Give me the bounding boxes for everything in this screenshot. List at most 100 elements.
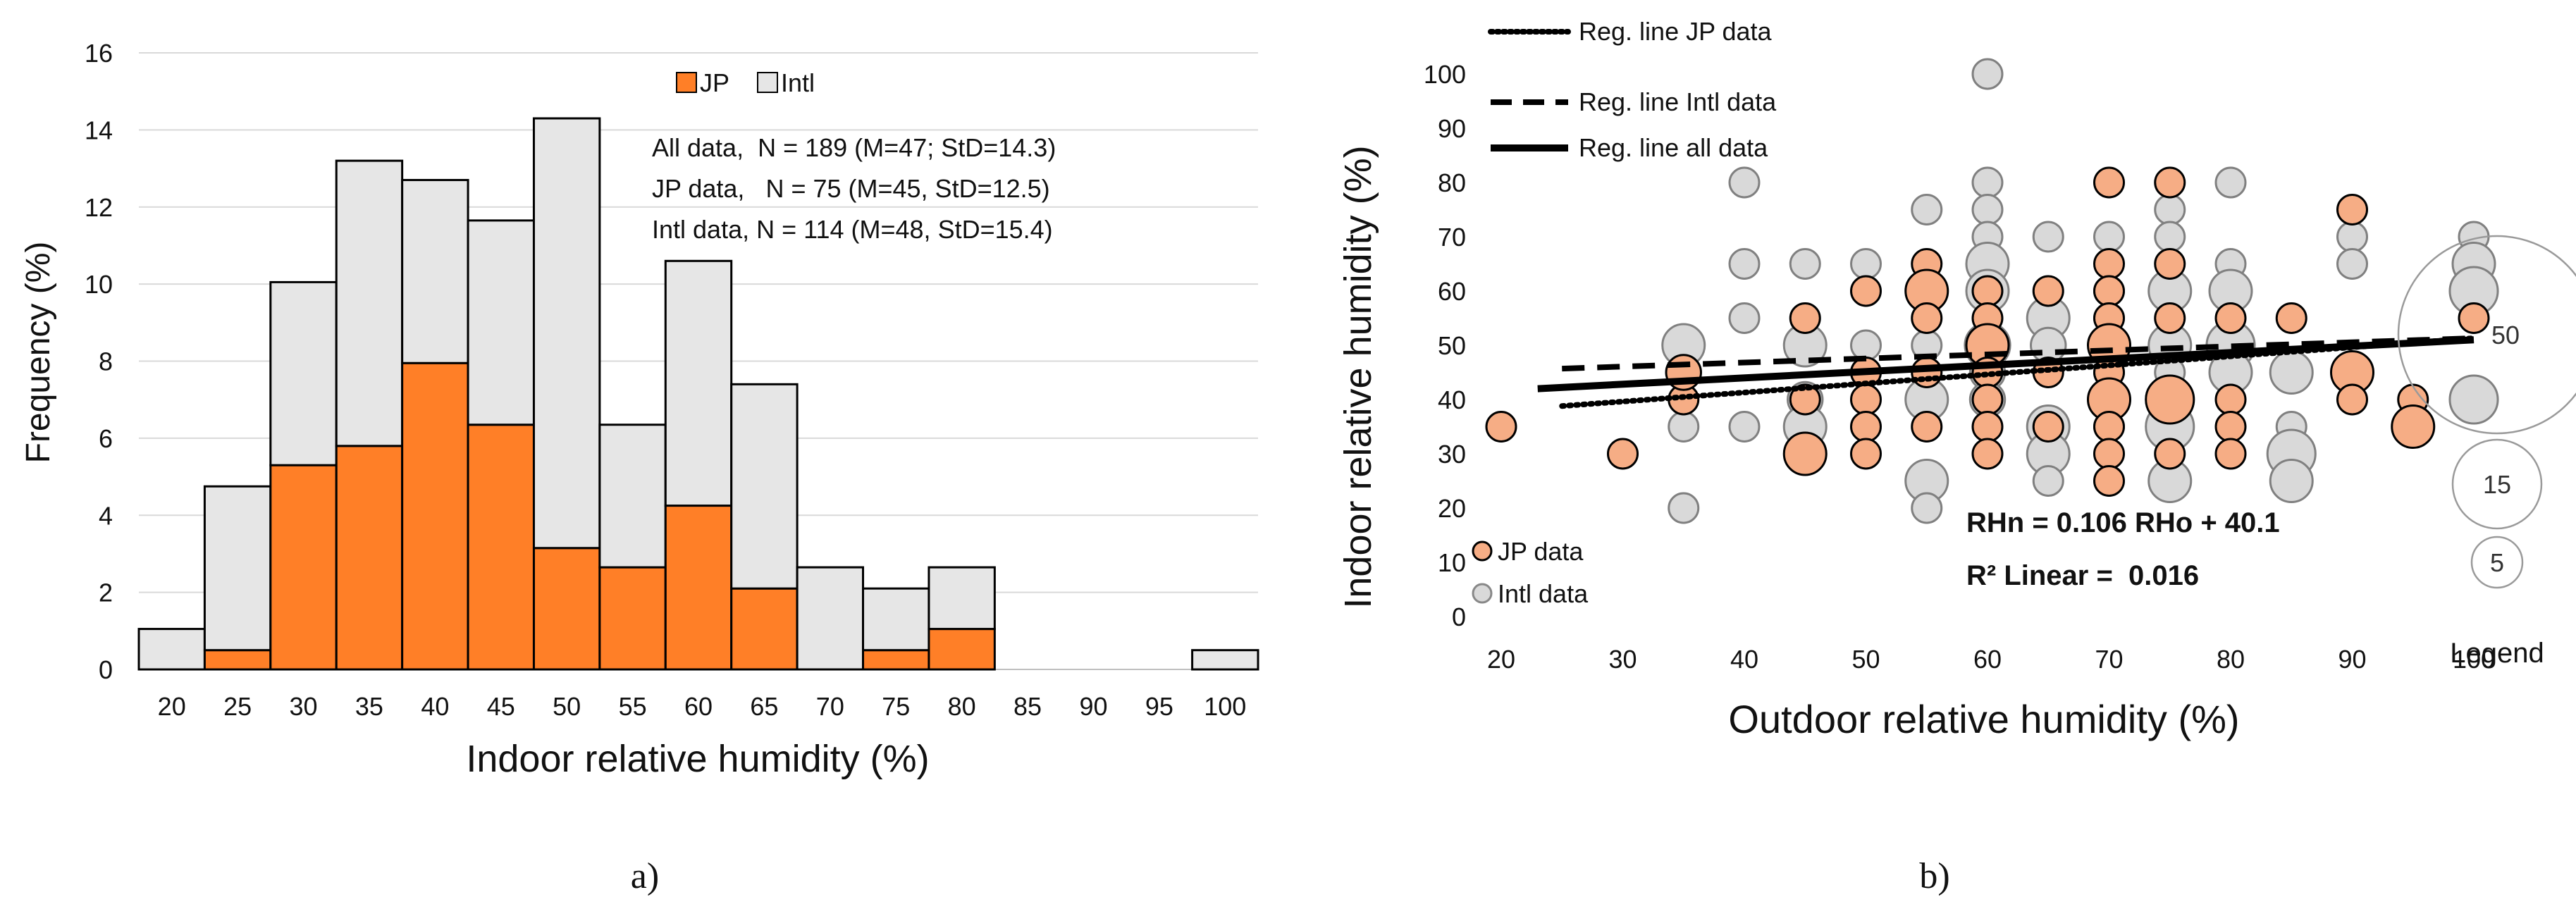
y-tick-label: 2 (99, 579, 113, 607)
point-jp (2154, 438, 2186, 470)
bar-jp-35 (335, 445, 404, 671)
x-tick-label: 60 (1973, 645, 2002, 674)
x-tick-label: 30 (1608, 645, 1637, 674)
legend-label-reg-intl: Reg. line Intl data (1579, 87, 1777, 116)
histogram-legend: JP Intl (676, 68, 815, 97)
scatter-y-axis-title: Indoor relative humidity (%) (1337, 145, 1379, 608)
point-intl (2154, 194, 2186, 225)
y-tick-label: 8 (99, 347, 113, 376)
bar-intl-40 (401, 178, 469, 364)
legend-label-intl-data: Intl data (1498, 579, 1589, 608)
x-tick-label: 80 (2217, 645, 2245, 674)
bar-jp-30 (269, 464, 338, 671)
point-jp (1971, 383, 2004, 416)
point-jp (2154, 302, 2186, 334)
size-legend-title: Legend (2450, 638, 2544, 669)
x-tick-label: 80 (948, 692, 976, 721)
x-tick-label: 100 (2453, 645, 2495, 674)
point-jp (1850, 383, 1882, 416)
point-jp (2032, 411, 2064, 443)
point-jp (2336, 383, 2368, 416)
point-intl (1728, 166, 1761, 199)
point-jp (2093, 248, 2125, 280)
size-legend-label-50: 50 (2491, 321, 2520, 350)
regression-line-dashed (1562, 335, 2475, 372)
point-jp (2093, 438, 2125, 470)
x-tick-label: 95 (1145, 692, 1173, 721)
point-jp (2093, 411, 2125, 443)
y-tick-label: 70 (1438, 223, 1466, 252)
legend-label-jp-data: JP data (1498, 537, 1584, 566)
x-tick-label: 45 (487, 692, 515, 721)
x-tick-label: 70 (2095, 645, 2123, 674)
y-tick-label: 30 (1438, 440, 1466, 469)
point-jp (1971, 411, 2004, 443)
x-tick-label: 40 (1730, 645, 1758, 674)
x-tick-label: 85 (1013, 692, 1042, 721)
point-jp (2336, 194, 2368, 225)
size-legend-label-5: 5 (2490, 548, 2504, 577)
bar-intl-50 (532, 117, 601, 550)
x-tick-label: 100 (1204, 692, 1246, 721)
point-jp (1971, 275, 2004, 307)
bar-jp-45 (467, 423, 535, 671)
regression-equation: RHn = 0.106 RHo + 40.1 (1966, 507, 2280, 538)
point-jp (2458, 302, 2490, 334)
point-intl (1911, 492, 1943, 524)
x-tick-label: 75 (882, 692, 910, 721)
point-intl (1668, 411, 1700, 443)
caption-b: b) (1919, 856, 1949, 896)
annotation-intl-data: Intl data, N = 114 (M=48, StD=15.4) (652, 215, 1053, 244)
bar-jp-50 (532, 547, 601, 671)
legend-marker-intl (1472, 583, 1493, 604)
bubble-size-legend: 50 15 5 Legend (2397, 235, 2576, 669)
point-jp (2275, 302, 2307, 334)
point-intl (2214, 166, 2247, 199)
scatter-x-axis-title: Outdoor relative humidity (%) (1728, 697, 2239, 741)
scatter-panel: 20 30 40 50 60 70 80 90 100 0 10 20 30 40 50 60 70 80 90 10… (1337, 17, 2576, 741)
point-intl (1728, 302, 1761, 334)
histogram-panel: 0 2 4 6 8 10 12 14 16 20 25 30 35 40 45 50 55 60 65 70 75 80 8… (20, 39, 1259, 780)
r-squared-label: R² Linear = 0.016 (1966, 560, 2199, 591)
x-tick-label: 90 (1079, 692, 1107, 721)
y-tick-label: 80 (1438, 168, 1466, 197)
regression-legend: Reg. line JP data Reg. line Intl data Re… (1488, 17, 1777, 162)
point-intl (2032, 221, 2064, 253)
point-intl (1789, 248, 1821, 280)
regression-line-solid (1537, 336, 2475, 392)
y-tick-label: 100 (1424, 60, 1466, 89)
legend-label-reg-jp: Reg. line JP data (1579, 17, 1772, 46)
y-tick-label: 14 (85, 116, 113, 144)
y-tick-label: 50 (1438, 331, 1466, 360)
point-jp (2214, 383, 2247, 416)
legend-swatch-jp (676, 72, 697, 93)
point-jp (1782, 431, 1828, 476)
bar-jp-65 (730, 587, 799, 671)
point-intl (1728, 248, 1761, 280)
x-tick-label: 90 (2338, 645, 2366, 674)
point-jp (1607, 438, 1639, 470)
y-tick-label: 16 (85, 39, 113, 68)
point-intl (1911, 194, 1943, 225)
size-legend-label-15: 15 (2483, 470, 2511, 499)
y-tick-label: 0 (1452, 602, 1466, 631)
y-tick-label: 10 (1438, 548, 1466, 577)
x-tick-label: 55 (619, 692, 647, 721)
x-tick-label: 50 (1851, 645, 1880, 674)
point-jp (2145, 374, 2195, 425)
point-intl (2448, 374, 2499, 425)
legend-label-reg-all: Reg. line all data (1579, 133, 1768, 162)
point-jp (2093, 166, 2125, 199)
point-jp (2391, 404, 2436, 449)
bar-intl-35 (335, 159, 404, 447)
point-jp (1911, 302, 1943, 334)
bar-intl-45 (467, 219, 535, 426)
point-jp (1850, 411, 1882, 443)
point-intl (2336, 221, 2368, 253)
point-intl (1728, 411, 1761, 443)
y-tick-label: 20 (1438, 494, 1466, 523)
size-legend-circle-15 (2451, 438, 2543, 530)
point-intl (2269, 459, 2314, 503)
point-jp (2154, 166, 2186, 199)
